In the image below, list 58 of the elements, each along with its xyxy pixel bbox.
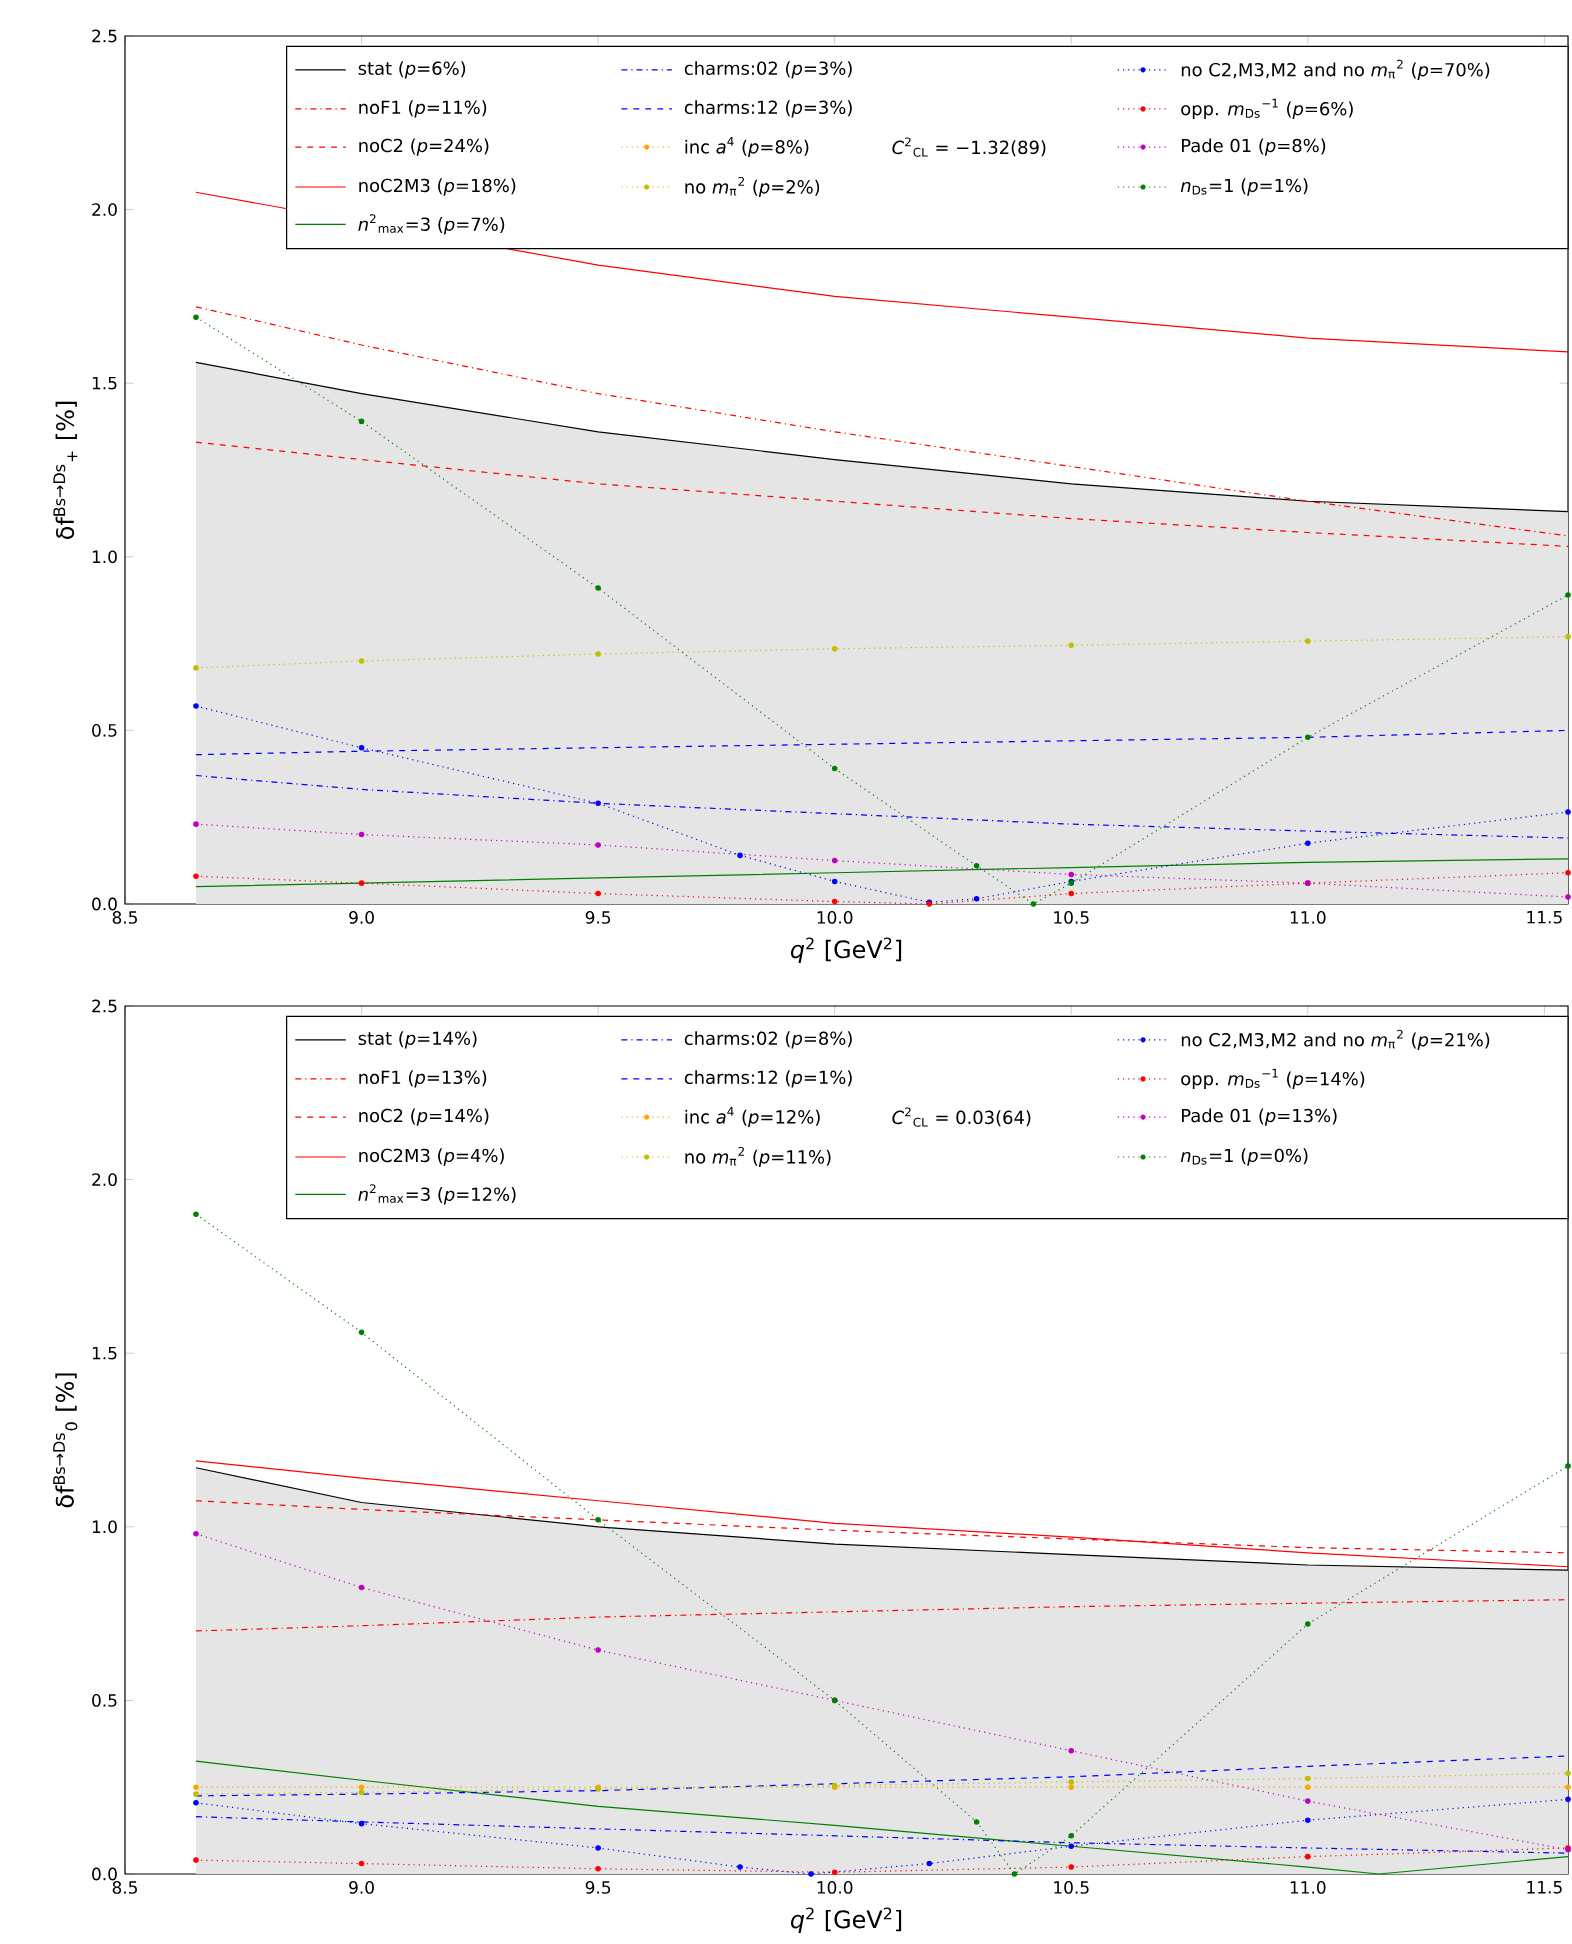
y-axis-title: δf$^{Bs→Ds}$$_{0}$ [%] [53, 1373, 78, 1508]
legend-label: n$_{Ds}$=1 (p=0%) [1180, 1148, 1308, 1166]
x-tick-label: 11.5 [1527, 911, 1562, 924]
x-tick-label: 10.0 [817, 911, 853, 924]
legend-label: inc a$^{4}$ (p=8%) [685, 137, 809, 158]
legend-label: noC2 (p=14%) [359, 1108, 489, 1126]
y-tick-label: 1.5 [92, 1346, 117, 1360]
x-tick-label: 8.5 [112, 911, 137, 924]
legend-label: noF1 (p=13%) [359, 1070, 487, 1088]
legend-label: charms:12 (p=3%) [684, 100, 852, 118]
legend-label: noF1 (p=11%) [359, 100, 487, 118]
x-tick-label: 9.5 [585, 911, 611, 924]
annotation: C$^{2}$$_{CL}$ = 0.03(64) [892, 1107, 1031, 1127]
legend-label: charms:12 (p=1%) [684, 1070, 852, 1088]
legend-label: opp. m$_{Ds}$$^{−1}$ (p=14%) [1181, 1068, 1365, 1089]
legend-label: opp. m$_{Ds}$$^{−1}$ (p=6%) [1181, 98, 1353, 119]
legend-label: stat (p=14%) [358, 1031, 477, 1049]
y-tick-label: 2.5 [92, 29, 117, 43]
legend-label: noC2M3 (p=18%) [359, 178, 516, 196]
x-tick-label: 10.0 [817, 1881, 853, 1894]
legend-label: noC2M3 (p=4%) [359, 1148, 504, 1166]
legend-label: inc a$^{4}$ (p=12%) [685, 1107, 820, 1128]
legend-label: charms:02 (p=8%) [684, 1031, 852, 1049]
legend-label: Pade 01 (p=8%) [1182, 138, 1326, 156]
legend-label: no m$_{π}$$^{2}$ (p=11%) [685, 1146, 831, 1168]
x-tick-label: 11.0 [1290, 1881, 1326, 1894]
x-tick-label: 11.0 [1290, 911, 1326, 924]
legend-label: no C2,M3,M2 and no m$_{π}$$^{2}$ (p=21%) [1181, 1029, 1490, 1050]
x-tick-label: 8.5 [112, 1881, 137, 1894]
x-tick-label: 10.5 [1054, 911, 1089, 924]
legend-label: no C2,M3,M2 and no m$_{π}$$^{2}$ (p=70%) [1181, 59, 1490, 80]
legend-label: n$_{Ds}$=1 (p=1%) [1180, 178, 1308, 196]
y-tick-label: 0.0 [92, 1867, 117, 1881]
x-tick-label: 10.5 [1054, 1881, 1089, 1894]
y-tick-label: 1.5 [92, 376, 117, 390]
y-tick-label: 2.0 [92, 203, 117, 216]
legend-label: no m$_{π}$$^{2}$ (p=2%) [685, 176, 820, 198]
y-tick-label: 0.5 [92, 1694, 117, 1707]
x-tick-label: 9.0 [349, 1881, 374, 1894]
legend-label: n$^{2}$$_{max}$=3 (p=7%) [358, 214, 505, 235]
legend-label: n$^{2}$$_{max}$=3 (p=12%) [358, 1184, 516, 1205]
legend-label: stat (p=6%) [358, 61, 466, 79]
y-tick-label: 0.5 [92, 723, 117, 737]
y-axis-title: δf$^{Bs→Ds}$$_{+}$ [%] [53, 401, 78, 539]
x-axis-title: q$^{2}$ [GeV$^{2}$] [790, 1907, 902, 1933]
y-tick-label: 2.0 [92, 1173, 117, 1187]
y-tick-label: 2.5 [92, 999, 117, 1013]
x-tick-label: 9.0 [349, 911, 374, 924]
annotation: C$^{2}$$_{CL}$ = −1.32(89) [892, 137, 1046, 157]
legend-label: Pade 01 (p=13%) [1182, 1108, 1337, 1126]
x-tick-label: 9.5 [585, 1881, 611, 1894]
y-tick-label: 0.0 [92, 897, 117, 911]
x-axis-title: q$^{2}$ [GeV$^{2}$] [790, 937, 902, 963]
legend-label: noC2 (p=24%) [359, 138, 489, 156]
y-tick-label: 1.0 [92, 550, 117, 564]
legend-label: charms:02 (p=3%) [684, 61, 852, 79]
x-tick-label: 11.5 [1527, 1881, 1562, 1894]
y-tick-label: 1.0 [92, 1520, 117, 1534]
